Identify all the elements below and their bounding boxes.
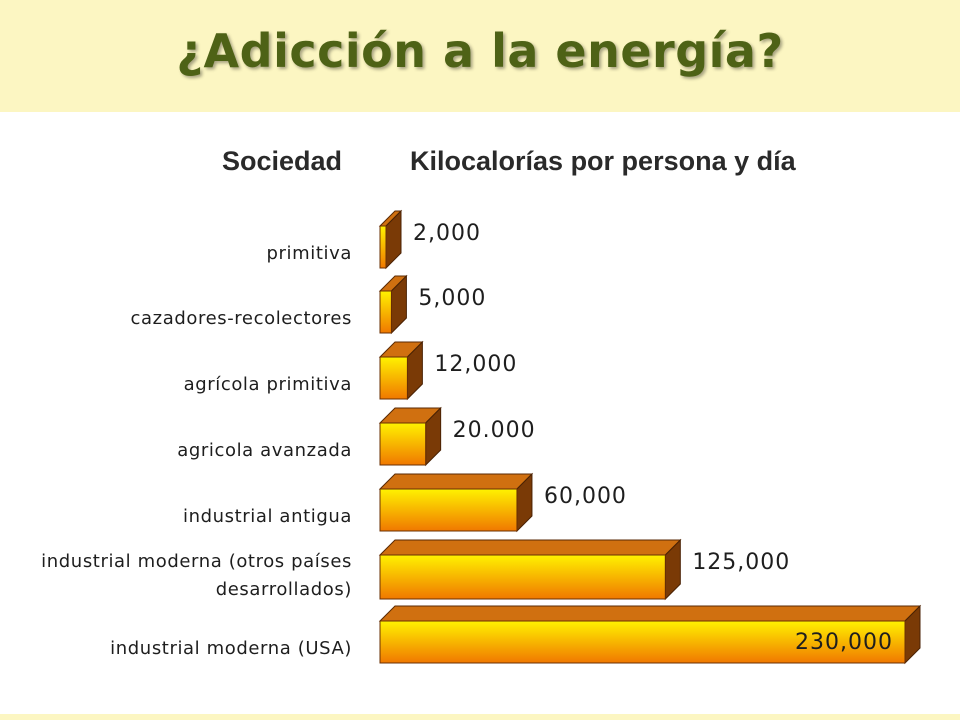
bar-front-face bbox=[379, 356, 408, 400]
bar-front-face bbox=[379, 290, 392, 334]
value-label: 2,000 bbox=[413, 221, 481, 246]
bar-top-face bbox=[378, 605, 922, 622]
bar-front-face bbox=[379, 422, 427, 466]
category-label: industrial moderna (USA) bbox=[110, 638, 352, 659]
bar bbox=[378, 604, 922, 665]
bar bbox=[378, 340, 424, 401]
value-label: 230,000 bbox=[795, 630, 893, 655]
bar bbox=[378, 538, 682, 601]
category-label: industrial antigua bbox=[183, 506, 352, 527]
header-society: Sociedad bbox=[222, 146, 343, 176]
bottom-band bbox=[0, 714, 960, 720]
bar-front-face bbox=[379, 225, 387, 269]
header-kcal: Kilocalorías por persona y día bbox=[410, 146, 796, 176]
bar-front-face bbox=[379, 554, 666, 600]
bar bbox=[378, 274, 408, 335]
bar bbox=[378, 472, 534, 533]
value-label: 60,000 bbox=[544, 484, 627, 509]
bar bbox=[378, 406, 442, 467]
category-label: industrial moderna (otros países bbox=[41, 551, 352, 572]
page-title: ¿Adicción a la energía? bbox=[176, 24, 784, 78]
category-label: desarrollados) bbox=[216, 579, 352, 600]
category-label: agricola avanzada bbox=[177, 440, 352, 461]
value-label: 5,000 bbox=[418, 286, 486, 311]
category-label: agrícola primitiva bbox=[184, 374, 352, 395]
bar-top-face bbox=[378, 539, 682, 556]
bar-top-face bbox=[378, 473, 534, 490]
category-label: cazadores-recolectores bbox=[131, 308, 352, 329]
bar bbox=[378, 209, 403, 270]
bar-front-face bbox=[379, 620, 906, 664]
title-band bbox=[0, 0, 960, 112]
value-label: 20.000 bbox=[453, 418, 536, 443]
value-label: 125,000 bbox=[692, 550, 790, 575]
value-label: 12,000 bbox=[434, 352, 517, 377]
bar-front-face bbox=[379, 488, 518, 532]
category-label: primitiva bbox=[266, 243, 352, 264]
